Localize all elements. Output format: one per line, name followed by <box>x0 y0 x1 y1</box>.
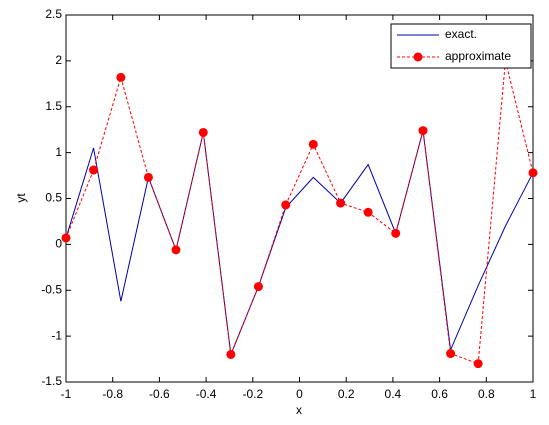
legend-marker <box>413 52 423 62</box>
legend-label: exact. <box>445 27 477 41</box>
marker <box>61 233 71 243</box>
marker <box>89 165 99 175</box>
marker <box>363 207 373 217</box>
marker <box>253 282 263 292</box>
legend-box <box>390 23 532 69</box>
series-line <box>65 60 534 365</box>
marker <box>226 349 236 359</box>
y-tick-label: 1.5 <box>45 99 62 113</box>
marker <box>116 72 126 82</box>
y-tick-label: 2.5 <box>45 7 62 21</box>
marker <box>198 127 208 137</box>
marker <box>171 245 181 255</box>
marker <box>308 139 318 149</box>
marker <box>391 228 401 238</box>
marker <box>446 349 456 359</box>
y-tick-label: 0.5 <box>45 191 62 205</box>
x-tick-label: 0 <box>296 387 303 401</box>
y-axis-label: yt <box>14 193 28 203</box>
x-tick-label: 0.6 <box>431 387 448 401</box>
marker <box>528 168 538 178</box>
marker <box>143 172 153 182</box>
x-tick-label: -0.8 <box>102 387 123 401</box>
y-tick-label: -0.5 <box>41 282 62 296</box>
x-tick-label: 1 <box>530 387 537 401</box>
plot-area <box>65 14 534 383</box>
y-tick-label: -1.5 <box>41 374 62 388</box>
y-tick-label: 2 <box>55 53 62 67</box>
y-tick-label: -1 <box>51 328 62 342</box>
x-tick-label: -1 <box>61 387 72 401</box>
marker <box>336 198 346 208</box>
x-tick-label: -0.6 <box>149 387 170 401</box>
legend-label: approximate <box>445 49 511 63</box>
x-tick-label: 0.4 <box>385 387 402 401</box>
x-tick-label: -0.2 <box>242 387 263 401</box>
y-tick-label: 0 <box>55 237 62 251</box>
x-tick-label: 0.8 <box>478 387 495 401</box>
x-tick-label: -0.4 <box>196 387 217 401</box>
marker <box>473 359 483 369</box>
x-tick-label: 0.2 <box>338 387 355 401</box>
series-line <box>65 130 534 357</box>
marker <box>281 200 291 210</box>
x-axis-label: x <box>296 403 302 417</box>
y-tick-label: 1 <box>55 145 62 159</box>
marker <box>418 126 428 136</box>
